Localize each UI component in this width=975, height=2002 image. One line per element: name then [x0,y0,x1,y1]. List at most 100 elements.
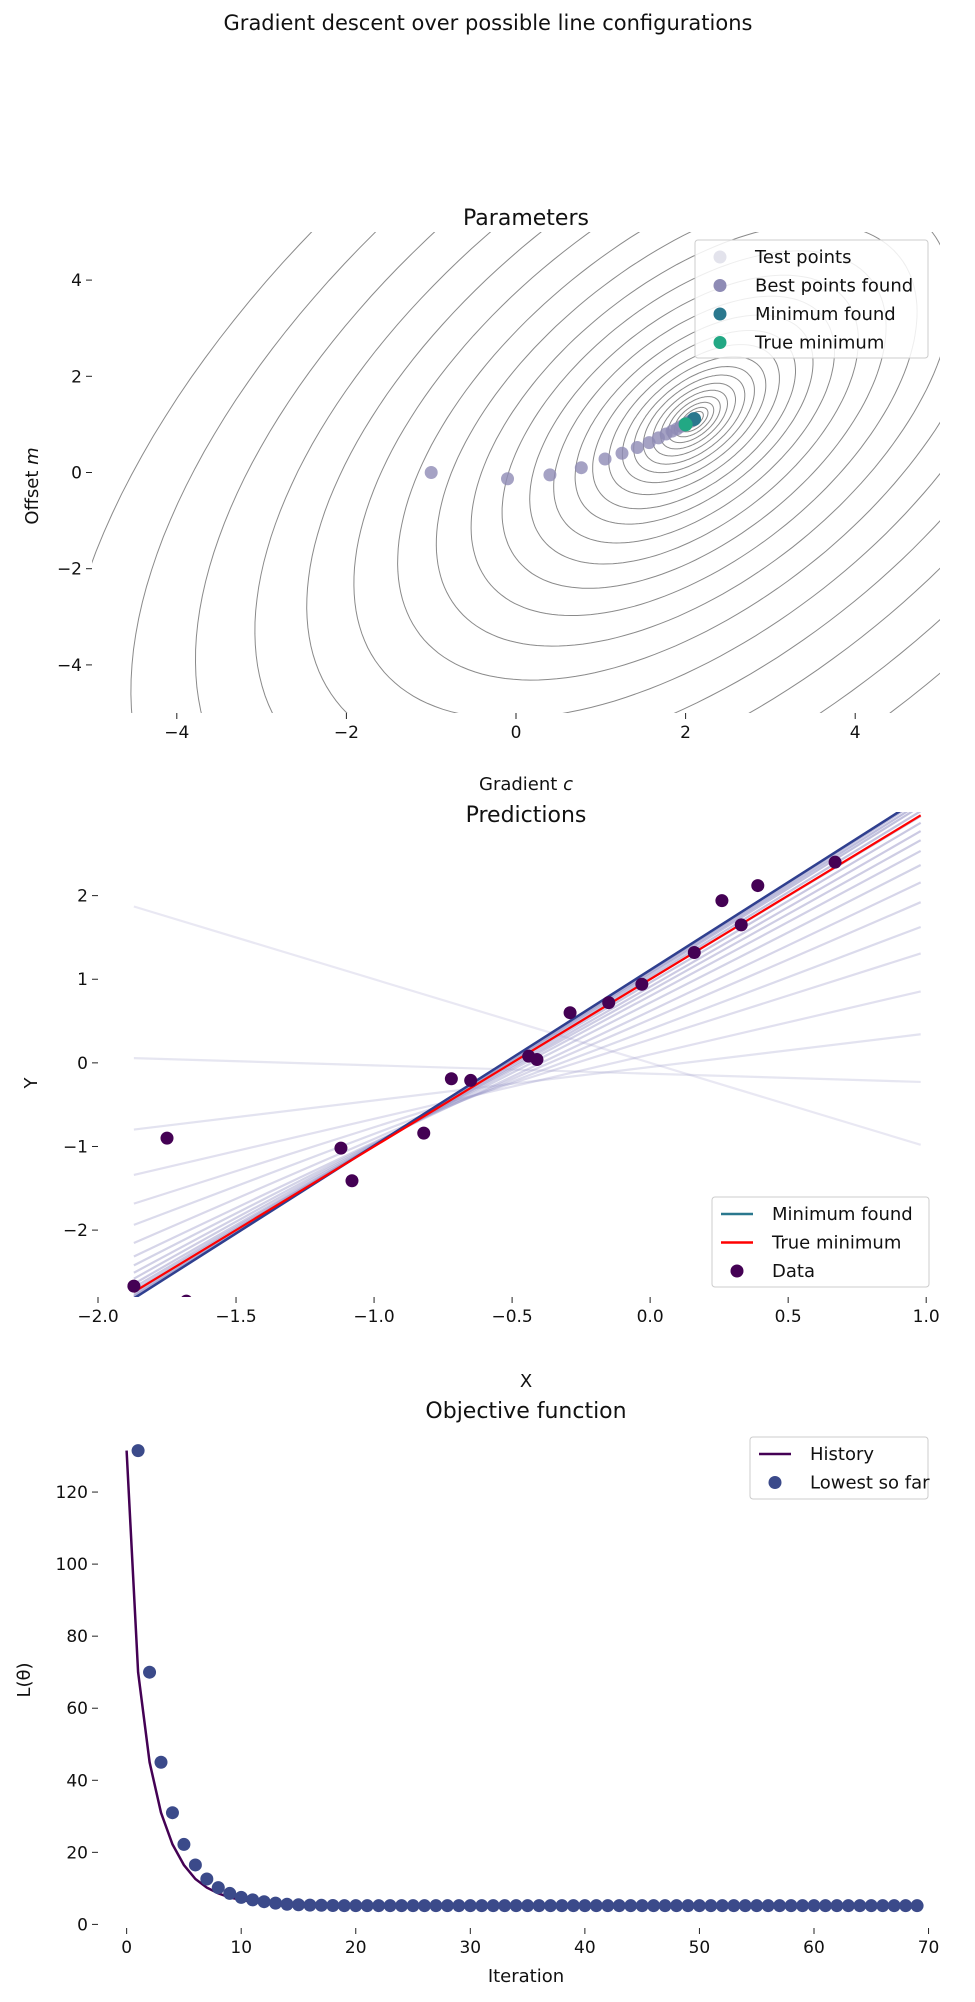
data-point [635,977,649,991]
contour-line [529,274,859,565]
contour-line [660,389,728,450]
history-line [125,1450,345,1907]
x-tick-label: −2 [334,723,359,743]
lowest-point [830,1899,844,1913]
lowest-point [429,1899,443,1913]
data-point [751,879,765,893]
contour-line [254,232,940,713]
y-tick-label: 0 [71,464,82,484]
x-tick-label: 1.0 [913,1307,940,1327]
lowest-point [257,1895,271,1909]
legend-label: Lowest so far [810,1473,930,1494]
lowest-point [532,1899,546,1913]
legend-dot-swatch [713,250,727,264]
predictions-panel: Predictions X Y −2.0 −1.5 −1.0 −0.5 0.0 0.5 1.… [21,803,940,1392]
contour-line [633,365,755,474]
lowest-point [165,1806,179,1820]
lowest-point [876,1899,890,1913]
lowest-point [555,1899,569,1913]
lowest-point [578,1899,592,1913]
lowest-point [452,1899,466,1913]
lowest-point [303,1898,317,1912]
best-point [424,466,438,479]
legend-label: Minimum found [772,1204,913,1225]
fit-line [133,881,922,1258]
x-tick-label: 2 [680,723,691,743]
legend: Test points Best points found Minimum foun… [694,239,929,359]
x-tick-label: −2.0 [77,1307,118,1327]
lowest-point [692,1899,706,1913]
best-point [574,461,588,475]
data-point [127,1279,141,1293]
x-tick-label: 60 [803,1938,825,1958]
legend-label: Data [772,1261,815,1282]
y-tick-label: −2 [63,1221,88,1241]
data-point [734,918,748,932]
data-point [530,1053,544,1067]
lowest-point [761,1899,775,1913]
lowest-point [715,1899,729,1913]
contour-line [673,401,715,438]
contour-line [652,382,736,457]
lowest-point [234,1890,248,1904]
lowest-point [612,1899,626,1913]
y-tick-label: 80 [66,1627,88,1647]
y-tick-label: 4 [71,271,82,291]
y-tick-label: 100 [56,1555,88,1575]
contour-line [435,232,940,647]
best-point [598,452,612,466]
x-tick-label: 70 [918,1938,940,1958]
objective-xlabel: Iteration [488,1966,564,1987]
lowest-point [372,1899,386,1913]
best-point [543,468,557,482]
data-point [687,945,701,959]
contour-group [92,232,940,713]
lowest-point [498,1899,512,1913]
legend-label: Minimum found [755,304,896,325]
y-tick-label: 20 [66,1843,88,1863]
lowest-point [269,1896,283,1910]
x-tick-label: 10 [230,1938,252,1958]
y-tick-label: 2 [71,367,82,387]
figure-title: Gradient descent over possible line conf… [224,11,753,35]
lowest-point [544,1899,558,1913]
lowest-point [910,1899,924,1913]
x-tick-label: 40 [574,1938,596,1958]
legend-label: Test points [754,247,851,268]
lowest-point [566,1899,580,1913]
contour-line [592,330,796,510]
lowest-point [796,1899,810,1913]
objective-title: Objective function [425,1399,626,1424]
contour-line [642,374,746,465]
fit-line [133,925,922,1226]
y-tick-label: 0 [77,1054,88,1074]
objective-ylabel: L(θ) [14,1662,35,1697]
data-point [345,1174,359,1188]
contour-line [92,232,313,564]
parameters-title: Parameters [463,206,589,231]
fit-line [133,1033,921,1131]
x-tick-label: 20 [345,1938,367,1958]
legend-dot-swatch [713,279,727,292]
data-point [334,1141,348,1155]
lowest-point [784,1899,798,1913]
contour-line [501,250,887,589]
parameters-panel: Parameters Gradient c Offset m −4 −2 0 2 4 −4… [22,206,940,795]
data-point [181,1294,192,1297]
legend-dot-swatch [713,336,727,349]
contour-line [553,295,835,544]
lowest-point [223,1886,237,1900]
lowest-point [463,1899,477,1913]
legend: Minimum found True minimum Data [711,1196,930,1288]
lowest-point [177,1837,191,1851]
predictions-xlabel: X [520,1371,532,1392]
parameters-ylabel: Offset m [22,447,43,524]
legend-label: History [810,1444,874,1465]
predictions-ylabel: Y [21,1077,42,1090]
fit-line [133,990,921,1176]
legend-frame [694,239,929,359]
lowest-point [635,1899,649,1913]
contour-line [574,314,814,525]
x-tick-label: −4 [164,723,189,743]
